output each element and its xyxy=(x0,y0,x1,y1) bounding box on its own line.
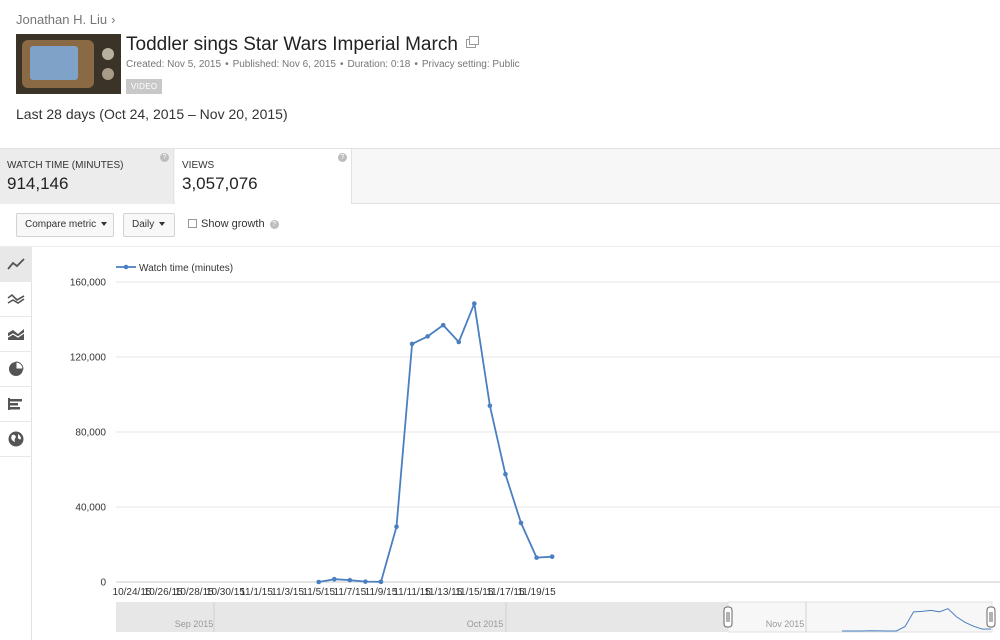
data-point[interactable] xyxy=(316,579,322,585)
thumbnail-knob-shape xyxy=(102,48,114,60)
metric-tab-views[interactable]: VIEWS 3,057,076 ? xyxy=(175,149,352,204)
data-point[interactable] xyxy=(347,577,353,583)
published-date: Published: Nov 6, 2015 xyxy=(232,59,336,70)
duration: Duration: 0:18 xyxy=(347,59,411,70)
data-point[interactable] xyxy=(394,524,399,529)
y-tick-label: 0 xyxy=(100,578,106,589)
help-icon[interactable]: ? xyxy=(338,153,347,162)
x-axis-ticks: 10/24/1510/26/1510/28/1510/30/1511/1/151… xyxy=(113,587,557,598)
video-title[interactable]: Toddler sings Star Wars Imperial March xyxy=(126,34,458,55)
created-date: Created: Nov 5, 2015 xyxy=(126,59,222,70)
video-metadata: Created: Nov 5, 2015 • Published: Nov 6, 2… xyxy=(126,59,520,70)
divider xyxy=(0,246,1000,247)
caret-down-icon xyxy=(159,222,166,227)
navigator-month-label: Sep 2015 xyxy=(175,619,214,629)
data-point[interactable] xyxy=(409,341,415,347)
data-point[interactable] xyxy=(487,403,493,409)
range-navigator[interactable]: Sep 2015 Oct 2015 Nov 2015 xyxy=(116,601,996,633)
bar-chart-icon[interactable] xyxy=(0,387,32,422)
compare-metric-dropdown[interactable]: Compare metric xyxy=(16,213,114,237)
x-tick-label: 11/17/15 xyxy=(486,587,525,598)
data-point[interactable] xyxy=(378,579,384,585)
metric-value: 3,057,076 xyxy=(182,174,258,193)
x-tick-label: 11/7/15 xyxy=(334,587,367,598)
x-tick-label: 11/15/15 xyxy=(455,587,494,598)
navigator-handle[interactable] xyxy=(986,606,996,628)
data-point[interactable] xyxy=(534,555,539,560)
legend-label: Watch time (minutes) xyxy=(139,263,233,274)
y-tick-label: 160,000 xyxy=(70,278,107,289)
x-tick-label: 11/11/15 xyxy=(393,587,431,598)
multi-line-chart-icon[interactable] xyxy=(0,282,32,317)
granularity-dropdown[interactable]: Daily xyxy=(123,213,175,237)
privacy-setting: Privacy setting: Public xyxy=(421,59,520,70)
date-range-label: Last 28 days (Oct 24, 2015 – Nov 20, 201… xyxy=(16,106,288,122)
gridlines xyxy=(116,281,1000,583)
video-thumbnail[interactable] xyxy=(16,34,121,94)
external-link-icon[interactable] xyxy=(465,36,479,48)
show-growth-label: Show growth xyxy=(201,218,265,230)
help-icon[interactable]: ? xyxy=(160,153,169,162)
data-point[interactable] xyxy=(549,554,555,559)
data-point[interactable] xyxy=(503,471,508,477)
show-growth-checkbox[interactable] xyxy=(188,219,197,228)
y-tick-label: 120,000 xyxy=(70,353,107,364)
x-tick-label: 11/13/15 xyxy=(424,587,463,598)
line-chart-icon[interactable] xyxy=(0,247,32,282)
data-point[interactable] xyxy=(440,322,446,328)
navigator-unselected-area xyxy=(116,602,728,632)
caret-down-icon xyxy=(101,222,108,227)
stacked-area-chart-icon[interactable] xyxy=(0,317,32,352)
x-tick-label: 10/30/15 xyxy=(206,587,245,598)
x-tick-label: 11/1/15 xyxy=(240,587,273,598)
data-point[interactable] xyxy=(425,334,430,339)
x-tick-label: 10/28/15 xyxy=(175,587,214,598)
metric-tab-watch-time[interactable]: WATCH TIME (MINUTES) 914,146 ? xyxy=(0,149,174,204)
show-growth-toggle[interactable]: Show growth? xyxy=(188,218,279,230)
navigator-handle[interactable] xyxy=(723,606,733,628)
data-point[interactable] xyxy=(456,339,462,345)
y-tick-label: 80,000 xyxy=(75,428,106,439)
chevron-right-icon: › xyxy=(111,12,116,27)
navigator-mini-series xyxy=(842,608,992,632)
series-line[interactable] xyxy=(318,302,553,583)
video-type-badge: VIDEO xyxy=(126,79,163,94)
x-tick-label: 11/5/15 xyxy=(302,587,335,598)
channel-link[interactable]: Jonathan H. Liu xyxy=(16,12,108,27)
x-tick-label: 11/19/15 xyxy=(517,587,556,598)
data-point[interactable] xyxy=(472,301,477,306)
thumbnail-knob-shape xyxy=(102,68,114,80)
y-tick-label: 40,000 xyxy=(75,503,106,514)
data-point[interactable] xyxy=(518,520,524,526)
globe-map-icon[interactable] xyxy=(0,422,32,457)
data-point[interactable] xyxy=(331,576,337,582)
chart-type-toolbar xyxy=(0,247,32,640)
video-title-row: Toddler sings Star Wars Imperial March xyxy=(126,34,479,56)
x-tick-label: 10/24/15 xyxy=(113,587,152,598)
compare-metric-label: Compare metric xyxy=(25,219,97,230)
series-watch-time[interactable] xyxy=(316,301,555,585)
x-tick-label: 11/3/15 xyxy=(271,587,304,598)
data-point[interactable] xyxy=(363,579,368,584)
metric-label: WATCH TIME (MINUTES) xyxy=(7,160,124,171)
metrics-bar: WATCH TIME (MINUTES) 914,146 ? VIEWS 3,0… xyxy=(0,148,1000,204)
x-tick-label: 10/26/15 xyxy=(144,587,183,598)
pie-chart-icon[interactable] xyxy=(0,352,32,387)
breadcrumb[interactable]: Jonathan H. Liu › xyxy=(16,12,115,27)
metric-label: VIEWS xyxy=(182,160,215,171)
thumbnail-screen-shape xyxy=(30,46,78,80)
metric-value: 914,146 xyxy=(7,174,69,193)
legend[interactable]: Watch time (minutes) xyxy=(116,263,233,274)
granularity-label: Daily xyxy=(132,219,155,230)
y-axis-ticks: 0 40,000 80,000 120,000 160,000 xyxy=(70,278,107,589)
x-tick-label: 11/9/15 xyxy=(365,587,398,598)
navigator-month-label: Nov 2015 xyxy=(766,619,805,629)
help-icon[interactable]: ? xyxy=(269,220,279,229)
navigator-month-label: Oct 2015 xyxy=(467,619,504,629)
